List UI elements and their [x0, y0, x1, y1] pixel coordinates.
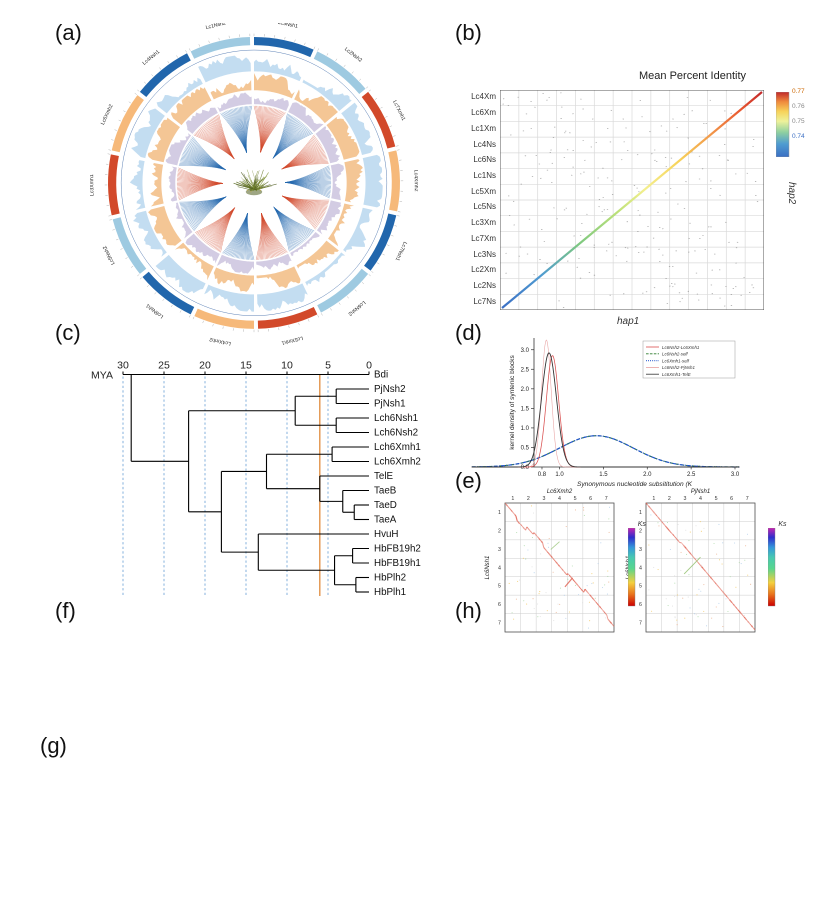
svg-text:3: 3 [683, 496, 686, 502]
svg-text:Lc6Nsh2: Lc6Nsh2 [347, 299, 367, 317]
svg-text:HbPlh1: HbPlh1 [374, 587, 406, 598]
svg-text:2: 2 [667, 496, 670, 502]
svg-text:Lc6Xmh1-self: Lc6Xmh1-self [662, 358, 690, 363]
svg-text:1: 1 [498, 510, 501, 516]
svg-text:Lc1Nsh2: Lc1Nsh2 [205, 23, 226, 31]
svg-text:Lc4Xmh2: Lc4Xmh2 [413, 170, 418, 192]
svg-text:6: 6 [730, 496, 733, 502]
svg-text:1.5: 1.5 [521, 407, 530, 413]
svg-text:Lch6Nsh1: Lch6Nsh1 [374, 413, 418, 424]
svg-text:Lch6Xmh1: Lch6Xmh1 [374, 442, 421, 453]
svg-text:TelE: TelE [374, 471, 394, 482]
svg-text:5: 5 [714, 496, 717, 502]
svg-text:PjNsh1: PjNsh1 [374, 399, 406, 410]
svg-text:MYA: MYA [91, 370, 113, 382]
svg-text:5: 5 [574, 496, 577, 502]
svg-text:20: 20 [199, 360, 211, 372]
svg-text:4: 4 [558, 496, 561, 502]
svg-text:TaeB: TaeB [374, 486, 397, 497]
svg-text:2.0: 2.0 [521, 387, 530, 393]
svg-text:4: 4 [498, 565, 501, 571]
svg-text:Lc4Xmh2: Lc4Xmh2 [209, 336, 232, 346]
svg-text:Bdi: Bdi [374, 370, 388, 381]
svg-text:Lc6Nsh2-self: Lc6Nsh2-self [662, 352, 688, 357]
svg-text:7: 7 [605, 496, 608, 502]
svg-text:Lc6Nsh2-PjNsh1: Lc6Nsh2-PjNsh1 [662, 365, 696, 370]
svg-text:0: 0 [366, 360, 372, 372]
svg-text:10: 10 [281, 360, 293, 372]
svg-text:Lc7Xmh1: Lc7Xmh1 [391, 100, 406, 122]
svg-text:5: 5 [325, 360, 331, 372]
svg-text:Lc6Nsh1: Lc6Nsh1 [145, 302, 165, 319]
svg-text:0.8: 0.8 [538, 472, 547, 478]
svg-text:6: 6 [589, 496, 592, 502]
svg-text:Lch6Xmh2: Lch6Xmh2 [374, 457, 421, 468]
svg-text:Lc6Xmh2: Lc6Xmh2 [100, 104, 115, 126]
svg-text:PjNsh2: PjNsh2 [374, 384, 406, 395]
svg-text:0.5: 0.5 [521, 446, 530, 452]
svg-text:TaeA: TaeA [374, 515, 397, 526]
svg-text:2: 2 [498, 528, 501, 534]
svg-text:Lc4Nsh1: Lc4Nsh1 [142, 49, 162, 67]
svg-text:1.5: 1.5 [599, 472, 608, 478]
svg-text:2.0: 2.0 [643, 472, 652, 478]
svg-text:6: 6 [498, 602, 501, 608]
svg-text:Lc6Nsh2-Lc6Xmh1: Lc6Nsh2-Lc6Xmh1 [662, 345, 700, 350]
svg-text:2.5: 2.5 [687, 472, 696, 478]
svg-text:TaeD: TaeD [374, 500, 397, 511]
svg-text:7: 7 [639, 621, 642, 627]
svg-text:7: 7 [745, 496, 748, 502]
svg-text:2: 2 [527, 496, 530, 502]
svg-text:3: 3 [498, 547, 501, 553]
svg-text:Lch6Nsh2: Lch6Nsh2 [374, 428, 418, 439]
svg-text:4: 4 [699, 496, 702, 502]
svg-text:Lc2Nsh2: Lc2Nsh2 [343, 46, 363, 63]
svg-text:1: 1 [639, 510, 642, 516]
svg-text:Lc7Nsh1: Lc7Nsh1 [394, 241, 408, 262]
svg-text:HbFB19h1: HbFB19h1 [374, 558, 421, 569]
svg-text:PjNsh1: PjNsh1 [690, 489, 709, 495]
svg-text:25: 25 [158, 360, 170, 372]
svg-text:Lc5Nsh2: Lc5Nsh2 [102, 245, 117, 266]
svg-text:3.0: 3.0 [731, 472, 740, 478]
svg-text:1: 1 [511, 496, 514, 502]
svg-text:1.0: 1.0 [555, 472, 564, 478]
svg-text:3: 3 [542, 496, 545, 502]
svg-text:1: 1 [652, 496, 655, 502]
svg-text:HvuH: HvuH [374, 529, 399, 540]
svg-text:3.0: 3.0 [521, 348, 530, 354]
svg-text:HbFB19h2: HbFB19h2 [374, 544, 421, 555]
svg-text:Lc3Xmh1: Lc3Xmh1 [90, 174, 95, 196]
svg-text:kernel density of syntenic blo: kernel density of syntenic blocks [509, 355, 516, 450]
svg-text:Lc5Xmh1: Lc5Xmh1 [281, 335, 304, 346]
svg-text:7: 7 [498, 621, 501, 627]
svg-text:30: 30 [117, 360, 129, 372]
svg-text:HbPlh2: HbPlh2 [374, 573, 406, 584]
svg-text:15: 15 [240, 360, 252, 372]
svg-text:Lc3Nsh1: Lc3Nsh1 [277, 23, 298, 30]
svg-text:Lc6Xmh1-TelE: Lc6Xmh1-TelE [662, 372, 691, 377]
svg-text:Lc6Nsh1: Lc6Nsh1 [485, 556, 491, 580]
svg-text:2.5: 2.5 [521, 367, 530, 373]
svg-text:Lc6Xmh2: Lc6Xmh2 [547, 489, 573, 495]
svg-text:5: 5 [498, 584, 501, 590]
svg-text:1.0: 1.0 [521, 426, 530, 432]
